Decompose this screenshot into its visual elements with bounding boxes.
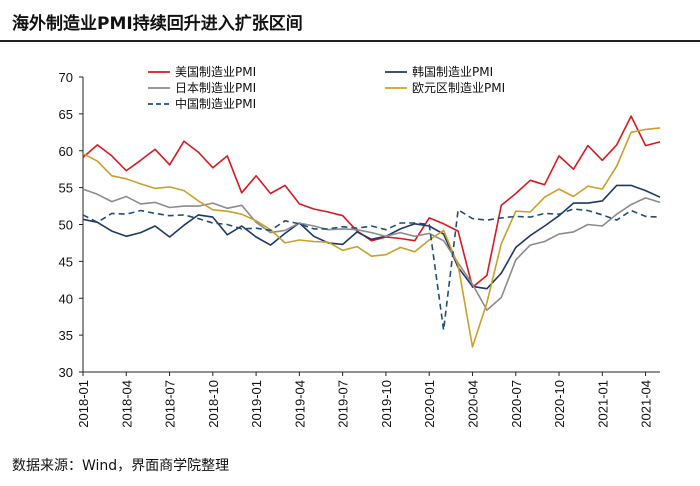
legend-label: 日本制造业PMI <box>175 81 256 95</box>
y-tick-label: 55 <box>59 181 73 196</box>
y-tick-label: 30 <box>59 365 73 380</box>
title-divider <box>0 40 700 42</box>
y-tick-label: 60 <box>59 144 73 159</box>
legend-label: 韩国制造业PMI <box>412 64 493 79</box>
y-tick-label: 45 <box>59 254 73 269</box>
x-tick-label: 2021-04 <box>639 380 654 428</box>
series-line <box>82 188 661 311</box>
y-tick-label: 50 <box>59 218 73 233</box>
y-tick-label: 40 <box>59 291 73 306</box>
x-tick-label: 2020-01 <box>422 380 437 428</box>
legend-label: 中国制造业PMI <box>175 96 256 111</box>
legend-label: 美国制造业PMI <box>175 65 256 79</box>
y-tick-label: 65 <box>59 107 73 122</box>
x-tick-label: 2019-10 <box>379 380 394 428</box>
x-tick-label: 2018-07 <box>163 380 178 428</box>
x-tick-label: 2020-07 <box>509 380 524 428</box>
x-tick-label: 2018-04 <box>119 380 134 428</box>
x-tick-label: 2018-10 <box>206 380 221 428</box>
x-tick-label: 2020-10 <box>552 380 567 428</box>
x-tick-label: 2019-04 <box>292 380 307 428</box>
x-tick-label: 2020-04 <box>465 380 480 428</box>
y-tick-label: 70 <box>59 70 73 85</box>
x-tick-label: 2019-01 <box>249 380 264 428</box>
series-line <box>82 127 661 348</box>
chart-title: 海外制造业PMI持续回升进入扩张区间 <box>12 14 303 34</box>
series-line <box>82 208 661 331</box>
x-tick-label: 2018-01 <box>76 380 91 428</box>
series-line <box>82 115 661 288</box>
legend-label: 欧元区制造业PMI <box>412 81 505 95</box>
x-tick-label: 2021-01 <box>595 380 610 428</box>
y-tick-label: 35 <box>59 328 73 343</box>
series-line <box>82 184 661 290</box>
source-note: 数据来源：Wind，界面商学院整理 <box>12 458 230 474</box>
x-tick-label: 2019-07 <box>336 380 351 428</box>
